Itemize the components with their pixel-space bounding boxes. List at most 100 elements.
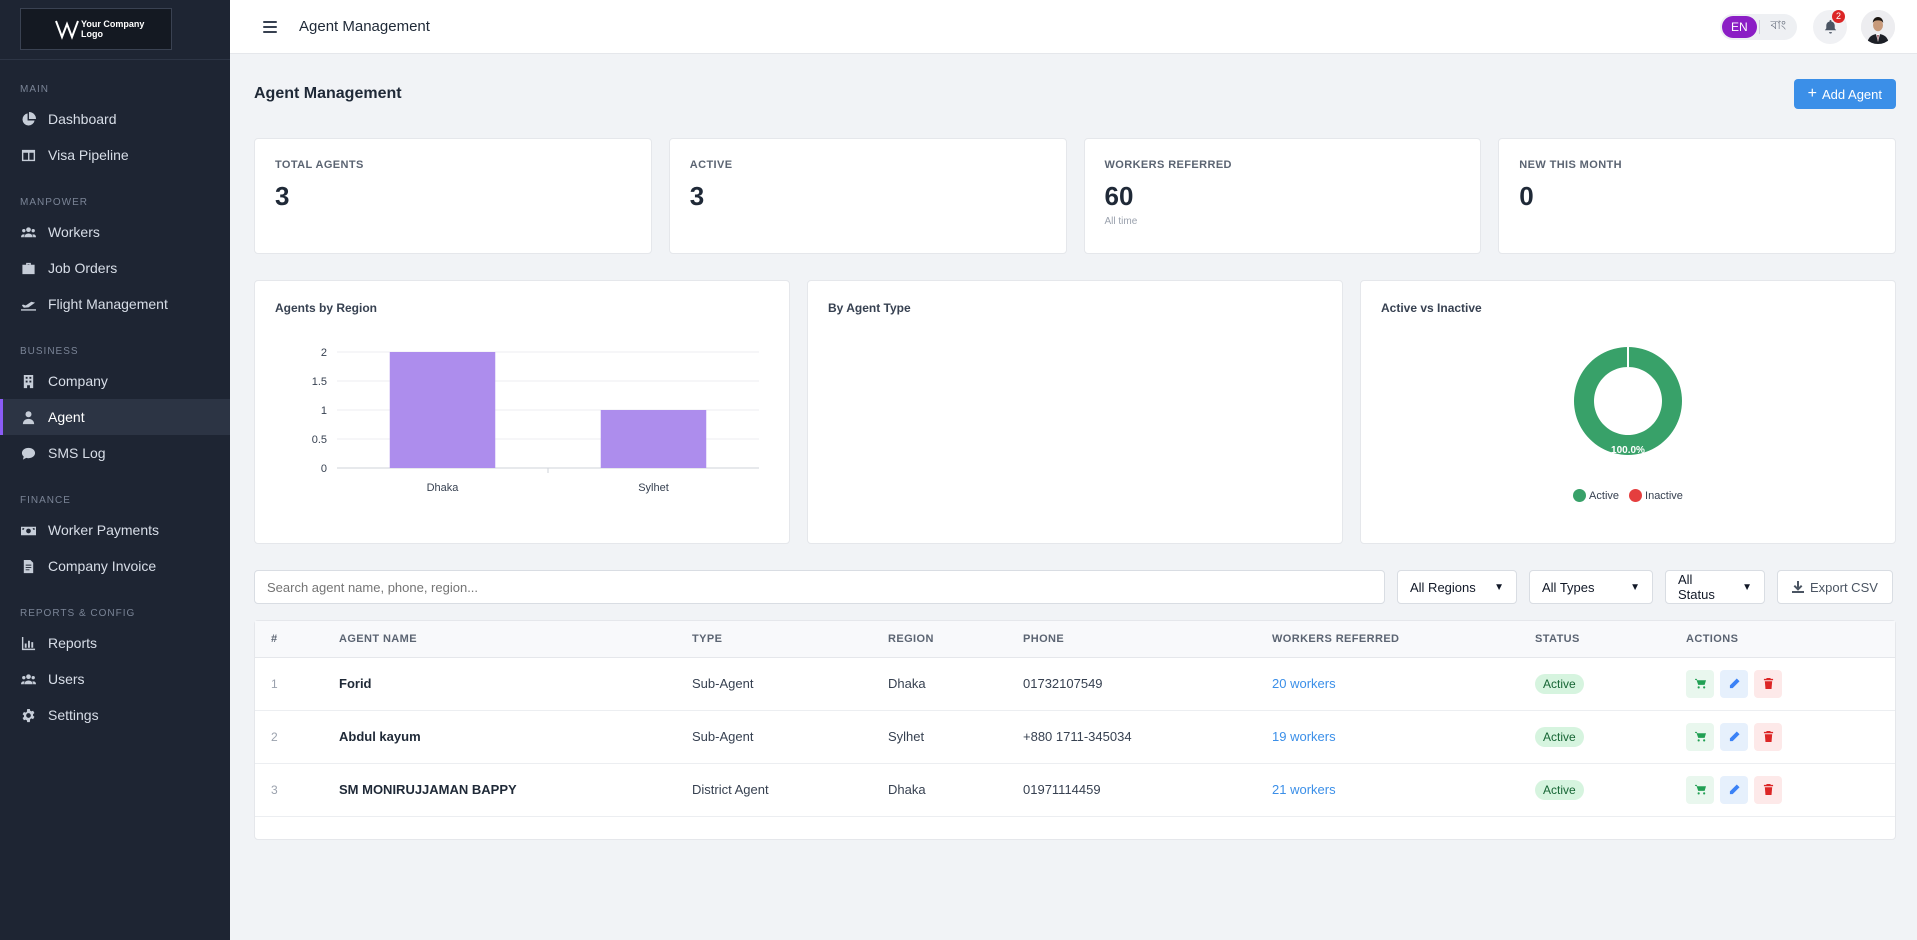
- page-title: Agent Management: [254, 85, 402, 102]
- logo-text: Your Company Logo: [81, 19, 144, 39]
- sidebar-item-worker-payments[interactable]: Worker Payments: [0, 512, 230, 548]
- add-agent-button[interactable]: + Add Agent: [1793, 79, 1896, 109]
- sidebar-item-settings[interactable]: Settings: [0, 697, 230, 733]
- plane-icon: [20, 296, 36, 312]
- sidebar-item-dashboard[interactable]: Dashboard: [0, 101, 230, 137]
- agent-region: Sylhet: [872, 710, 1007, 764]
- legend-item-active[interactable]: Active: [1573, 489, 1619, 502]
- table-row: 1 Forid Sub-Agent Dhaka 01732107549 20 w…: [255, 657, 1895, 711]
- nav-section-reports-config: REPORTS & CONFIG: [20, 608, 136, 619]
- sidebar-item-workers[interactable]: Workers: [0, 214, 230, 250]
- cart-button[interactable]: [1686, 669, 1714, 698]
- users-icon: [20, 224, 36, 240]
- sidebar-item-users[interactable]: Users: [0, 661, 230, 697]
- stat-card-workers-referred: WORKERS REFERRED 60 All time: [1083, 138, 1482, 254]
- chart-card-active-vs-inactive: Active vs Inactive 100.0% Active Inactiv…: [1360, 280, 1896, 544]
- notification-count-badge: 2: [1832, 9, 1845, 23]
- row-actions: [1686, 775, 1782, 804]
- sidebar-item-company[interactable]: Company: [0, 363, 230, 399]
- sidebar-item-visa-pipeline[interactable]: Visa Pipeline: [0, 137, 230, 173]
- agent-type: Sub-Agent: [676, 657, 872, 711]
- agent-name: Abdul kayum: [323, 710, 676, 764]
- actions-cell: [1670, 657, 1895, 711]
- legend-label: Active: [1589, 489, 1620, 502]
- export-csv-button[interactable]: Export CSV: [1777, 570, 1893, 604]
- chart-title: Agents by Region: [275, 301, 378, 315]
- region-filter-select[interactable]: All Regions ▼: [1397, 570, 1517, 604]
- agent-phone: +880 1711-345034: [1007, 710, 1256, 764]
- column-header-agent-name: AGENT NAME: [323, 621, 676, 658]
- sidebar-item-agent[interactable]: Agent: [0, 399, 230, 435]
- sidebar-item-job-orders[interactable]: Job Orders: [0, 250, 230, 286]
- sidebar-item-company-invoice[interactable]: Company Invoice: [0, 548, 230, 584]
- sidebar-item-label: Settings: [48, 707, 99, 723]
- lang-en-button[interactable]: EN: [1722, 15, 1757, 38]
- workers-referred-link[interactable]: 20 workers: [1272, 676, 1336, 691]
- chevron-down-icon: ▼: [1742, 581, 1752, 593]
- menu-toggle-icon[interactable]: [263, 20, 277, 33]
- agent-name: SM MONIRUJJAMAN BAPPY: [323, 763, 676, 817]
- gear-icon: [20, 707, 36, 723]
- sidebar-item-label: Users: [48, 671, 85, 687]
- edit-button[interactable]: [1720, 669, 1748, 698]
- column-header-phone: PHONE: [1007, 621, 1256, 658]
- delete-button[interactable]: [1754, 669, 1782, 698]
- agent-name: Forid: [323, 657, 676, 711]
- actions-cell: [1670, 763, 1895, 817]
- agents-table-card: # AGENT NAME TYPE REGION PHONE WORKERS R…: [254, 620, 1896, 840]
- bar-chart-icon: [20, 635, 36, 651]
- charts-row: Agents by Region 0 0.5 1 1.5 2 Dhaka Sylhet By…: [254, 280, 1896, 544]
- donut-percent-label: 100.0%: [1611, 445, 1645, 456]
- stat-label: NEW THIS MONTH: [1519, 159, 1623, 171]
- row-number: 1: [255, 657, 323, 711]
- lang-bn-button[interactable]: বাং: [1770, 17, 1786, 32]
- sidebar-item-reports[interactable]: Reports: [0, 625, 230, 661]
- pencil-icon: [1729, 784, 1740, 795]
- download-icon: [1792, 581, 1804, 593]
- sidebar: Your Company Logo MAIN Dashboard Visa Pi…: [0, 0, 230, 940]
- nav-section-manpower: MANPOWER: [20, 197, 88, 208]
- agent-phone: 01971114459: [1007, 763, 1256, 817]
- legend-item-inactive[interactable]: Inactive: [1629, 489, 1683, 502]
- status-badge: Active: [1535, 673, 1584, 694]
- stat-label: WORKERS REFERRED: [1104, 159, 1232, 171]
- bar-dhaka: [389, 352, 496, 468]
- workers-referred-link[interactable]: 19 workers: [1272, 729, 1336, 744]
- briefcase-icon: [20, 260, 36, 276]
- agent-search-input[interactable]: [254, 570, 1385, 604]
- notifications-button[interactable]: 2: [1813, 9, 1847, 44]
- company-logo[interactable]: Your Company Logo: [20, 8, 172, 50]
- user-avatar[interactable]: [1861, 9, 1895, 44]
- column-header-workers-referred: WORKERS REFERRED: [1256, 621, 1519, 658]
- stat-card-total-agents: TOTAL AGENTS 3: [254, 138, 652, 254]
- edit-button[interactable]: [1720, 722, 1748, 751]
- actions-cell: [1670, 710, 1895, 764]
- y-tick-label: 0.5: [312, 434, 327, 446]
- logo-text-line-2: Logo: [81, 29, 103, 39]
- workers-referred-cell: 19 workers: [1256, 710, 1519, 764]
- type-filter-select[interactable]: All Types ▼: [1529, 570, 1653, 604]
- sidebar-item-flight-management[interactable]: Flight Management: [0, 286, 230, 322]
- delete-button[interactable]: [1754, 775, 1782, 804]
- donut-slice-active: [1573, 347, 1682, 455]
- status-cell: Active: [1519, 657, 1670, 711]
- workers-referred-link[interactable]: 21 workers: [1272, 782, 1336, 797]
- status-badge: Active: [1535, 779, 1584, 800]
- row-actions: [1686, 669, 1782, 698]
- cart-icon: [1694, 784, 1706, 795]
- edit-button[interactable]: [1720, 775, 1748, 804]
- sidebar-item-sms-log[interactable]: SMS Log: [0, 435, 230, 471]
- page-header: Agent Management + Add Agent: [254, 54, 1896, 134]
- building-icon: [20, 373, 36, 389]
- chevron-down-icon: ▼: [1630, 581, 1640, 593]
- workers-referred-cell: 20 workers: [1256, 657, 1519, 711]
- chart-title: By Agent Type: [828, 301, 911, 315]
- pencil-icon: [1729, 678, 1740, 689]
- status-filter-select[interactable]: All Status ▼: [1665, 570, 1765, 604]
- bar-sylhet: [600, 410, 707, 468]
- logo-text-line-1: Your Company: [81, 19, 145, 29]
- cart-button[interactable]: [1686, 775, 1714, 804]
- sidebar-item-label: Company: [48, 373, 108, 389]
- delete-button[interactable]: [1754, 722, 1782, 751]
- cart-button[interactable]: [1686, 722, 1714, 751]
